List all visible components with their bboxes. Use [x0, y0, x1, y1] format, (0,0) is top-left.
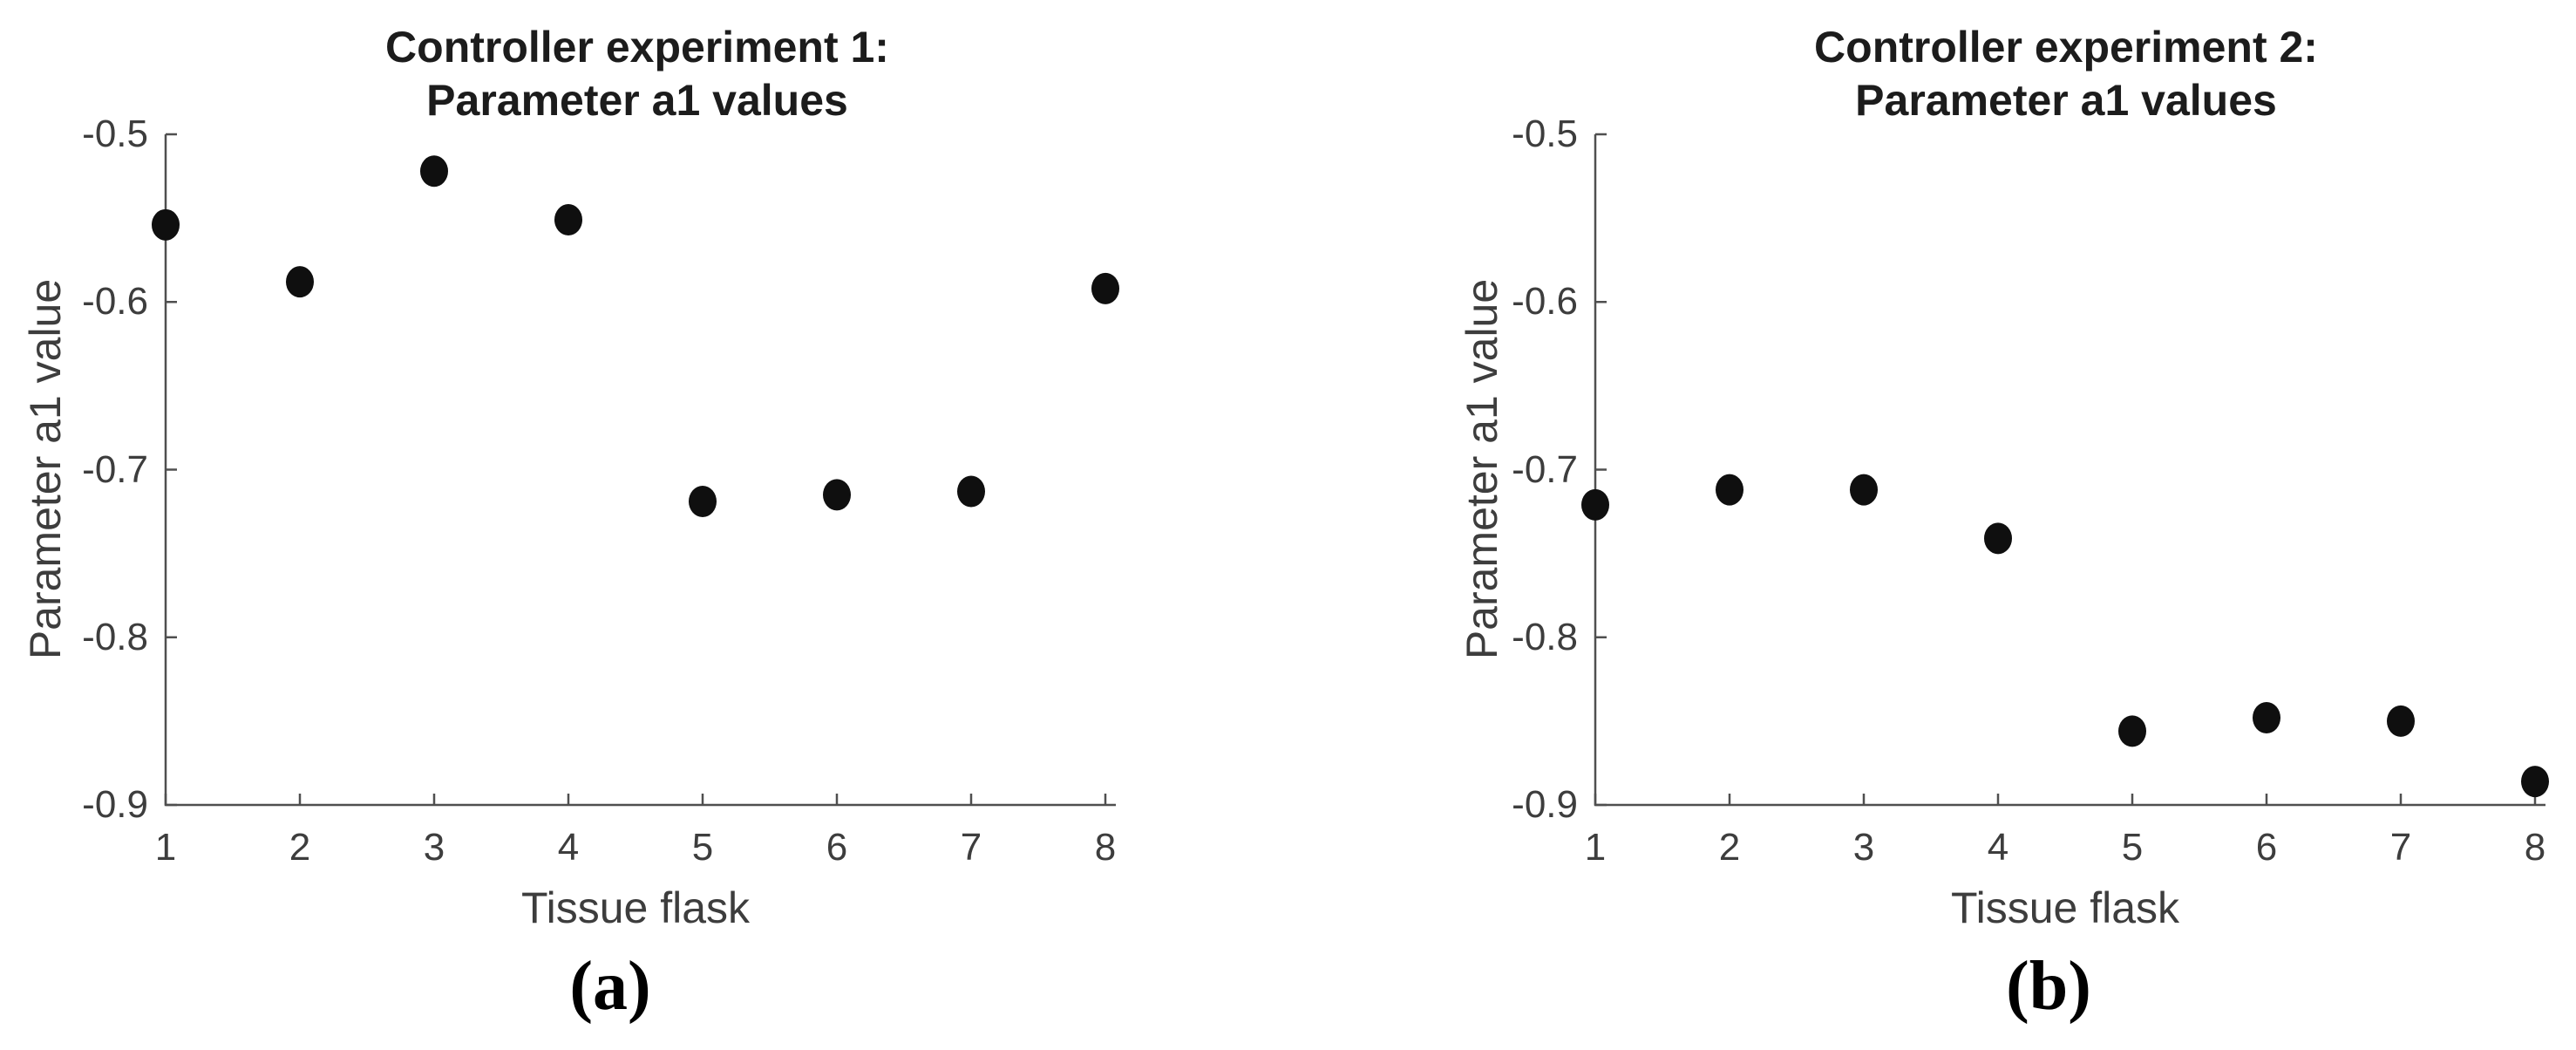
y-tick-label-a: -0.6: [82, 280, 148, 324]
data-point-a-7: [957, 475, 985, 508]
data-point-a-3: [420, 155, 448, 188]
y-tick-label-b: -0.8: [1512, 615, 1578, 658]
x-tick-label-b: 3: [1852, 826, 1875, 869]
x-tick-label-a: 6: [826, 826, 848, 869]
x-tick-label-b: 4: [1987, 826, 2009, 869]
chart-b-plot-area: [1581, 133, 2549, 807]
chart-a-x-axis-label: Tissue flask: [520, 883, 751, 932]
x-tick-label-a: 7: [960, 826, 982, 869]
axis-spines: [164, 134, 1116, 807]
y-tick-label-b: -0.9: [1512, 783, 1578, 826]
x-tick-label-a: 8: [1094, 826, 1117, 869]
x-tick-label-b: 6: [2255, 826, 2278, 869]
chart-a-title: Controller experiment 1: Parameter a1 val…: [385, 21, 889, 127]
data-point-b-3: [1850, 474, 1878, 506]
x-tick-label-a: 3: [423, 826, 445, 869]
chart-a-title-line2: Parameter a1 values: [426, 76, 848, 125]
y-tick-label-b: -0.7: [1512, 447, 1578, 491]
data-point-a-5: [689, 486, 717, 518]
chart-a-plot-area: [152, 133, 1119, 807]
chart-a-y-axis-label: Parameter a1 value: [21, 278, 70, 660]
x-tick-label-b: 1: [1584, 826, 1607, 869]
y-tick-label-a: -0.5: [82, 112, 148, 155]
y-tick-label-a: -0.8: [82, 615, 148, 658]
x-tick-label-b: 5: [2121, 826, 2144, 869]
chart-a-title-line1: Controller experiment 1:: [385, 23, 889, 72]
data-point-b-7: [2387, 705, 2415, 737]
x-tick-label-a: 4: [557, 826, 580, 869]
chart-b-title-line1: Controller experiment 2:: [1814, 23, 2318, 72]
x-tick-label-b: 7: [2389, 826, 2412, 869]
subfigure-label-b: (b): [2006, 948, 2091, 1025]
data-point-a-1: [152, 208, 180, 241]
data-point-a-4: [554, 204, 582, 236]
x-tick-label-a: 2: [289, 826, 311, 869]
axis-spines: [1594, 134, 2545, 807]
data-point-b-4: [1984, 522, 2012, 555]
data-point-b-6: [2253, 702, 2280, 734]
y-tick-label-b: -0.5: [1512, 112, 1578, 155]
subfigure-label-a: (a): [569, 948, 651, 1025]
chart-b-y-axis-label: Parameter a1 value: [1458, 278, 1506, 660]
data-point-a-2: [286, 266, 314, 298]
chart-b-title-line2: Parameter a1 values: [1855, 76, 2277, 125]
x-tick-label-a: 1: [154, 826, 177, 869]
y-tick-label-b: -0.6: [1512, 280, 1578, 324]
data-point-a-6: [823, 479, 851, 511]
x-tick-label-b: 2: [1718, 826, 1741, 869]
x-tick-label-a: 5: [691, 826, 714, 869]
data-point-b-2: [1716, 474, 1743, 506]
data-point-b-8: [2521, 766, 2549, 798]
y-tick-label-a: -0.9: [82, 783, 148, 826]
data-point-b-1: [1581, 488, 1609, 521]
chart-b-title: Controller experiment 2: Parameter a1 val…: [1814, 21, 2318, 127]
y-tick-label-a: -0.7: [82, 447, 148, 491]
data-point-b-5: [2118, 715, 2146, 747]
chart-b-x-axis-label: Tissue flask: [1950, 883, 2180, 932]
data-point-a-8: [1091, 272, 1119, 304]
x-tick-label-b: 8: [2524, 826, 2546, 869]
